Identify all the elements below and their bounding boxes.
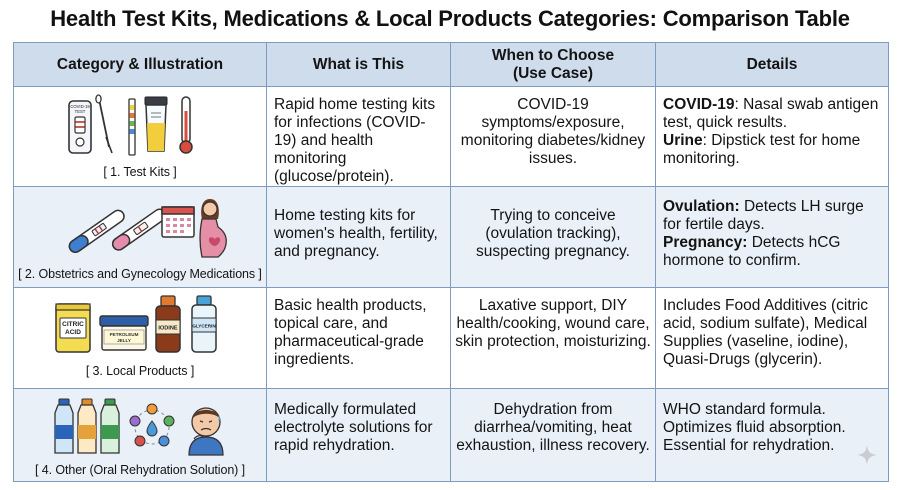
local-products-illustration: CITRIC ACID PETROLEUM JELLY IODINE bbox=[55, 295, 217, 353]
table-row-ors: [ 4. Other (Oral Rehydration Solution) ]… bbox=[13, 388, 889, 482]
category-caption: [ 3. Local Products ] bbox=[85, 364, 195, 378]
when-cell: COVID-19 symptoms/exposure, monitoring d… bbox=[450, 86, 656, 187]
illustration-cell: CITRIC ACID PETROLEUM JELLY IODINE bbox=[13, 287, 267, 389]
thermometer-icon bbox=[179, 96, 193, 154]
illustration-cell: [ 4. Other (Oral Rehydration Solution) ] bbox=[13, 388, 267, 482]
label-citric: CITRIC bbox=[62, 321, 84, 328]
urine-dipstick-icon bbox=[128, 98, 136, 156]
obgyn-illustration bbox=[68, 199, 227, 258]
details-cell: Ovulation: Detects LH surge for fertile … bbox=[655, 186, 889, 288]
what-cell: Basic health products, topical care, and… bbox=[266, 287, 451, 389]
test-kits-illustration: COVID-19 TEST bbox=[68, 94, 193, 156]
ors-bottle-icon bbox=[54, 398, 74, 454]
page-title: Health Test Kits, Medications & Local Pr… bbox=[50, 6, 850, 31]
ovulation-test-icon bbox=[68, 209, 125, 253]
illustration-cell: COVID-19 TEST bbox=[13, 86, 267, 187]
label-petroleum: PETROLEUM bbox=[110, 332, 139, 337]
table-row-test-kits: COVID-19 TEST bbox=[13, 86, 889, 187]
label-iodine: IODINE bbox=[158, 326, 178, 332]
swab-icon bbox=[95, 94, 113, 154]
detail-text: : Dipstick test for home monitoring. bbox=[663, 132, 861, 167]
when-cell: Laxative support, DIY health/cooking, wo… bbox=[450, 287, 656, 389]
svg-text:TEST: TEST bbox=[75, 109, 86, 114]
detail-text: Detects hCG hormone to confirm. bbox=[663, 234, 841, 269]
header-category: Category & Illustration bbox=[13, 42, 267, 87]
glycerin-bottle-icon: GLYCERIN bbox=[191, 295, 217, 353]
details-cell: COVID-19: Nasal swab antigen test, quick… bbox=[655, 86, 889, 187]
details-cell: WHO standard formula. Optimizes fluid ab… bbox=[655, 388, 889, 482]
comparison-table: Category & Illustration What is This Whe… bbox=[13, 42, 889, 482]
ors-bottle-icon bbox=[100, 398, 120, 454]
header-when-line2: (Use Case) bbox=[512, 64, 594, 82]
dehydrated-person-icon bbox=[188, 407, 224, 456]
calendar-icon bbox=[161, 206, 195, 238]
header-when-line1: When to Choose bbox=[491, 46, 615, 64]
iodine-bottle-icon: IODINE bbox=[155, 295, 181, 353]
what-cell: Rapid home testing kits for infections (… bbox=[266, 86, 451, 187]
petroleum-jelly-tub-icon: PETROLEUM JELLY bbox=[99, 315, 149, 351]
detail-text: : Nasal swab antigen test, quick results… bbox=[663, 96, 879, 131]
svg-text:COVID-19: COVID-19 bbox=[70, 104, 90, 109]
label-jelly: JELLY bbox=[117, 338, 131, 343]
covid-test-cassette-icon: COVID-19 TEST bbox=[68, 100, 92, 154]
ors-bottle-icon bbox=[77, 398, 97, 454]
electrolyte-cycle-icon bbox=[129, 403, 175, 447]
category-caption: [ 4. Other (Oral Rehydration Solution) ] bbox=[35, 463, 245, 477]
header-what: What is This bbox=[266, 42, 451, 87]
table-row-local-products: CITRIC ACID PETROLEUM JELLY IODINE bbox=[13, 287, 889, 389]
details-cell: Includes Food Additives (citric acid, so… bbox=[655, 287, 889, 389]
label-glycerin: GLYCERIN bbox=[192, 324, 216, 329]
illustration-cell: [ 2. Obstetrics and Gynecology Medicatio… bbox=[13, 186, 267, 288]
pregnancy-test-icon bbox=[111, 208, 167, 251]
label-acid: ACID bbox=[65, 329, 81, 336]
pregnant-woman-icon bbox=[199, 199, 227, 258]
header-details: Details bbox=[655, 42, 889, 87]
detail-label: Pregnancy: bbox=[663, 234, 748, 251]
what-cell: Home testing kits for women's health, fe… bbox=[266, 186, 451, 288]
category-caption: [ 1. Test Kits ] bbox=[103, 165, 177, 179]
when-cell: Dehydration from diarrhea/vomiting, heat… bbox=[450, 388, 656, 482]
specimen-cup-icon bbox=[144, 96, 168, 152]
what-cell: Medically formulated electrolyte solutio… bbox=[266, 388, 451, 482]
header-row: Category & Illustration What is This Whe… bbox=[13, 42, 889, 87]
category-caption: [ 2. Obstetrics and Gynecology Medicatio… bbox=[18, 267, 262, 281]
header-when: When to Choose (Use Case) bbox=[450, 42, 656, 87]
ors-illustration bbox=[54, 398, 224, 456]
table-row-obgyn: [ 2. Obstetrics and Gynecology Medicatio… bbox=[13, 186, 889, 288]
sparkle-icon bbox=[857, 445, 877, 465]
detail-label: Ovulation: bbox=[663, 198, 740, 215]
detail-label: COVID-19 bbox=[663, 96, 735, 113]
citric-acid-bag-icon: CITRIC ACID bbox=[55, 303, 91, 353]
detail-text: Detects LH surge for fertile days. bbox=[663, 198, 864, 233]
when-cell: Trying to conceive (ovulation tracking),… bbox=[450, 186, 656, 288]
detail-label: Urine bbox=[663, 132, 703, 149]
